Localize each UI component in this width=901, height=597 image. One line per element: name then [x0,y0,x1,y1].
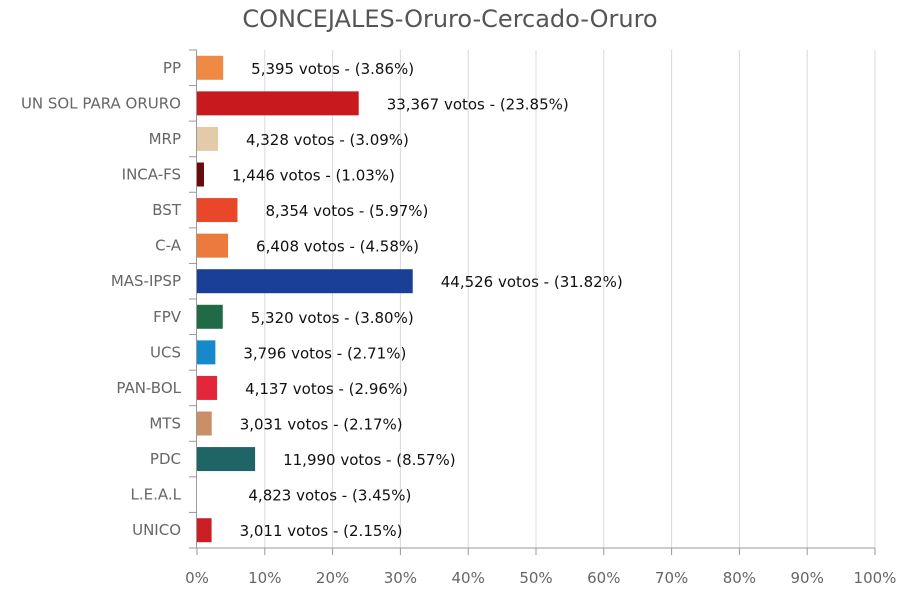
category-label: PP [163,59,181,77]
category-label: INCA-FS [122,166,181,184]
bar-mts [197,411,212,436]
data-label: 33,367 votos - (23.85%) [387,95,569,113]
bar-pan-bol [197,375,218,400]
bar-mrp [197,126,218,151]
bar-pdc [197,447,256,472]
bar-un-sol-para-oruro [197,91,359,116]
bar-c-a [197,233,229,258]
category-label: PAN-BOL [116,379,181,397]
category-label: UCS [150,343,181,361]
x-tick-label: 20% [316,569,349,587]
x-tick-label: 90% [791,569,824,587]
x-tick-label: 50% [519,569,552,587]
category-label: BST [152,201,182,219]
category-label: MTS [149,415,181,433]
bar-bst [197,198,238,223]
x-tick-label: 70% [655,569,688,587]
data-label: 11,990 votos - (8.57%) [283,451,456,469]
category-label: UN SOL PARA ORURO [21,94,181,112]
data-label: 8,354 votos - (5.97%) [265,202,428,220]
bar-pp [197,55,224,80]
data-label: 44,526 votos - (31.82%) [441,273,623,291]
data-label: 1,446 votos - (1.03%) [232,167,395,185]
bar-ucs [197,340,216,365]
data-label: 3,011 votos - (2.15%) [240,522,403,540]
data-label: 3,031 votos - (2.17%) [240,416,403,434]
data-label: 6,408 votos - (4.58%) [256,238,419,256]
category-label: FPV [153,308,182,326]
category-label: MRP [149,130,181,148]
category-label: PDC [150,450,181,468]
data-label: 3,796 votos - (2.71%) [243,344,406,362]
data-label: 5,320 votos - (3.80%) [251,309,414,327]
data-label: 5,395 votos - (3.86%) [251,60,414,78]
data-label: 4,137 votos - (2.96%) [245,380,408,398]
x-tick-label: 60% [587,569,620,587]
category-label: C-A [155,237,182,255]
category-label: L.E.A.L [131,486,182,504]
bar-inca-fs [197,162,204,187]
bar-l-e-a-l [197,482,221,507]
bar-fpv [197,304,223,329]
x-tick-label: 10% [248,569,281,587]
x-tick-label: 40% [452,569,485,587]
bar-unico [197,518,212,543]
x-tick-label: 100% [854,569,897,587]
x-tick-label: 0% [185,569,209,587]
x-tick-label: 30% [384,569,417,587]
x-tick-label: 80% [723,569,756,587]
data-label: 4,823 votos - (3.45%) [248,487,411,505]
category-label: MAS-IPSP [111,272,181,290]
chart-title: CONCEJALES-Oruro-Cercado-Oruro [242,5,657,33]
bar-mas-ipsp [197,269,413,294]
category-label: UNICO [132,521,181,539]
data-label: 4,328 votos - (3.09%) [246,131,409,149]
